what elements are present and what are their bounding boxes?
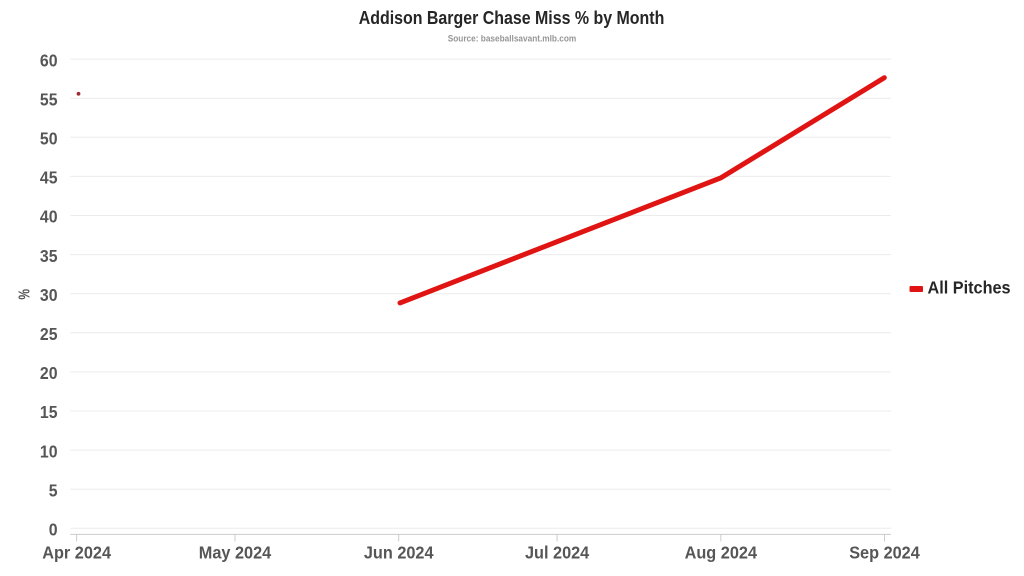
svg-text:20: 20 (40, 363, 58, 383)
svg-text:%: % (15, 289, 33, 300)
svg-text:30: 30 (40, 285, 58, 305)
svg-text:0: 0 (49, 520, 58, 540)
svg-text:55: 55 (40, 89, 58, 109)
svg-text:All Pitches: All Pitches (928, 278, 1011, 298)
svg-text:5: 5 (49, 480, 58, 500)
svg-text:Addison Barger Chase Miss % by: Addison Barger Chase Miss % by Month (359, 7, 665, 28)
svg-text:Aug 2024: Aug 2024 (685, 542, 758, 563)
svg-text:35: 35 (40, 246, 58, 266)
svg-text:May 2024: May 2024 (199, 542, 272, 563)
svg-text:Jul 2024: Jul 2024 (525, 542, 590, 563)
svg-text:Source: baseballsavant.mlb.com: Source: baseballsavant.mlb.com (448, 33, 577, 43)
svg-text:Apr 2024: Apr 2024 (42, 542, 111, 563)
svg-text:10: 10 (40, 441, 58, 461)
svg-text:50: 50 (40, 129, 58, 149)
svg-text:40: 40 (40, 207, 58, 227)
svg-text:60: 60 (40, 50, 58, 70)
svg-text:Sep 2024: Sep 2024 (849, 542, 920, 563)
svg-text:Jun 2024: Jun 2024 (364, 542, 434, 563)
svg-text:15: 15 (40, 402, 58, 422)
svg-text:45: 45 (40, 168, 58, 188)
svg-text:25: 25 (40, 324, 58, 344)
